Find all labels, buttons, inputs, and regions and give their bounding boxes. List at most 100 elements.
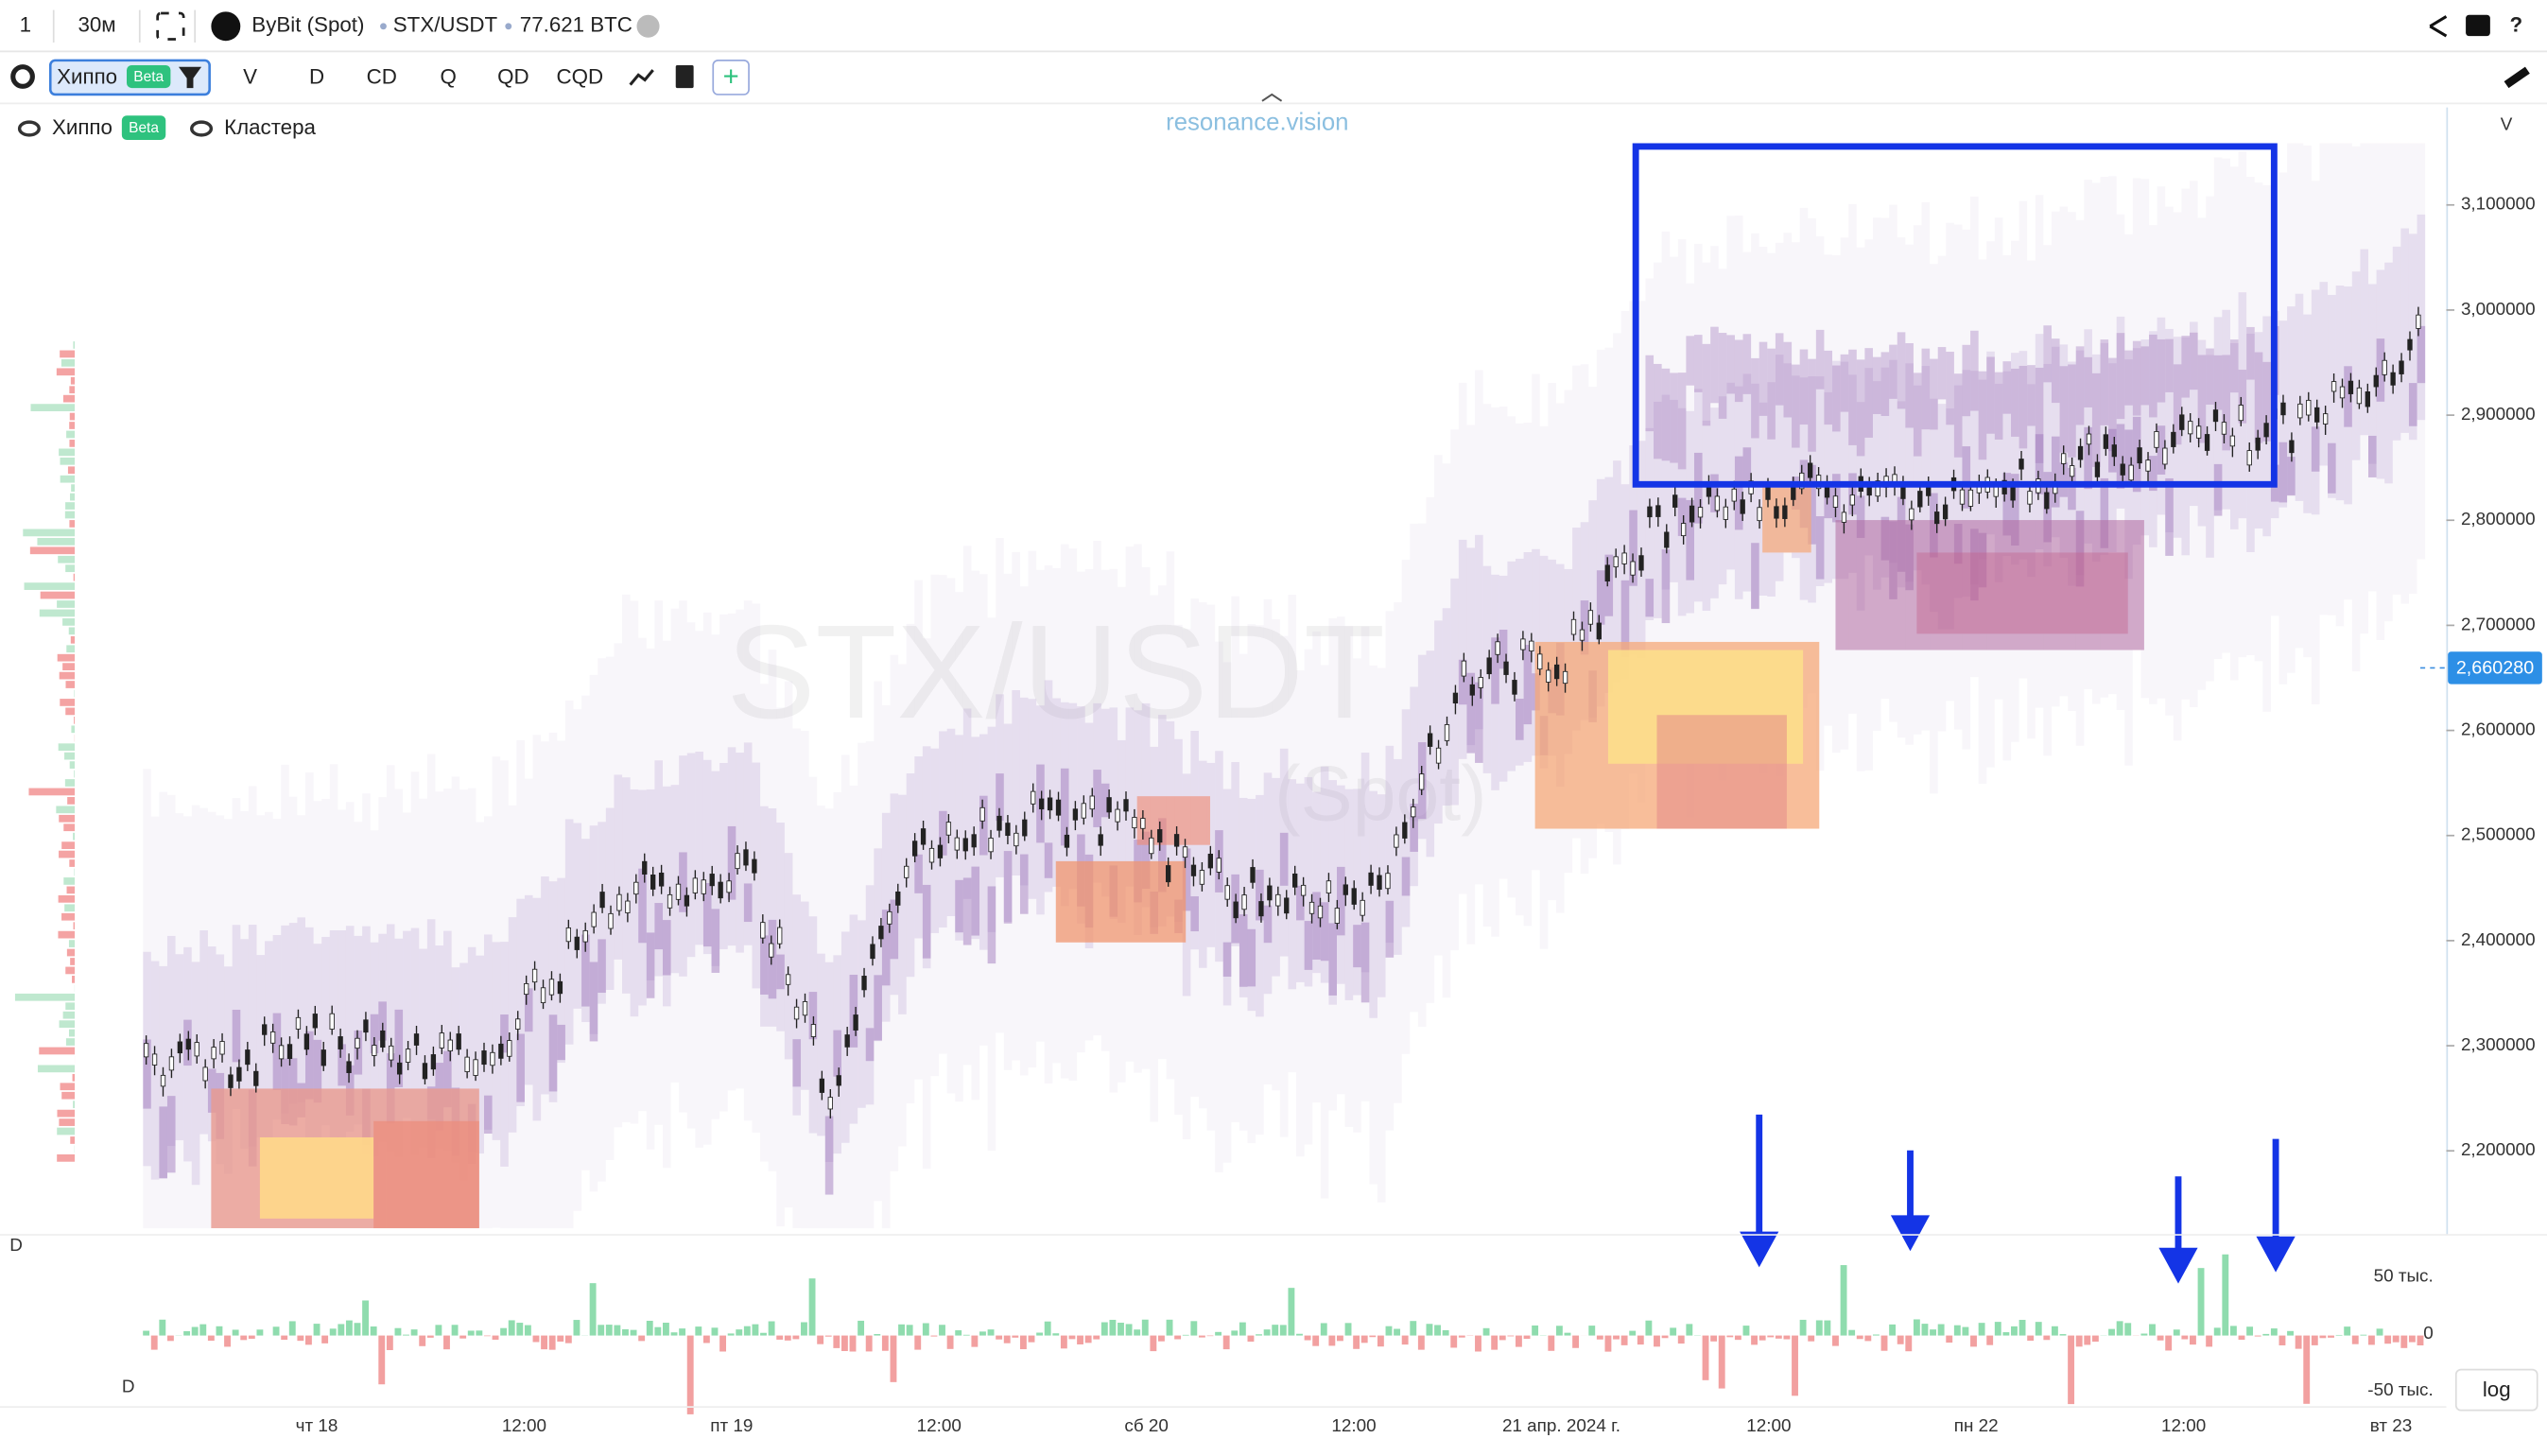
heat-band [865, 885, 875, 1105]
brand: resonance.vision [1166, 110, 1348, 136]
heat-band [1905, 363, 1914, 582]
time-tick-label: 12:00 [1331, 1416, 1376, 1436]
heat-band [2068, 364, 2076, 458]
candle-body [228, 1074, 234, 1088]
heat-band [1190, 598, 1199, 1098]
heat-band [1247, 624, 1256, 1144]
delta-bar [573, 1320, 580, 1336]
interval-count[interactable]: 1 [20, 13, 31, 37]
candle-body [1486, 657, 1492, 675]
indicator-button[interactable]: D [309, 65, 324, 89]
delta-bar [435, 1325, 442, 1336]
candle-body [1173, 834, 1180, 847]
delta-bar [2408, 1335, 2416, 1343]
heat-band [2051, 211, 2060, 707]
heat-band [2019, 200, 2028, 679]
delta-bar [922, 1323, 929, 1336]
heat-band [1734, 386, 1743, 599]
exchange[interactable]: ByBit (Spot) [251, 13, 364, 37]
delta-bar [1767, 1335, 1775, 1338]
heat-band [573, 823, 582, 1009]
heat-band [378, 1001, 387, 1041]
heat-band [394, 789, 404, 1229]
heat-band [1702, 262, 1711, 744]
delta-bar [1158, 1335, 1165, 1342]
heat-band [386, 765, 395, 1229]
heat-band [2011, 474, 2019, 546]
candle-body [2010, 486, 2016, 501]
heat-band [2344, 286, 2352, 505]
heat-band [248, 925, 257, 1147]
indicator-button[interactable]: CD [367, 65, 397, 89]
delta-bar [564, 1335, 572, 1343]
candle-body [616, 893, 622, 911]
heat-band [2100, 339, 2109, 425]
heat-band [1572, 365, 1581, 839]
heat-band [1734, 456, 1743, 530]
price-axis-label: V [2501, 115, 2513, 135]
heat-band [1401, 857, 1411, 896]
candle-body [1216, 858, 1222, 873]
timeframe[interactable]: 30м [78, 13, 115, 37]
heat-band [1808, 375, 1816, 603]
visibility-icon[interactable] [17, 120, 41, 137]
heat-band [1515, 423, 1524, 916]
candle-body [2154, 431, 2159, 448]
visibility-icon[interactable] [190, 120, 214, 137]
indicator-button[interactable]: CQD [557, 65, 604, 89]
heat-band [1360, 626, 1370, 1101]
video-icon[interactable] [2466, 14, 2490, 37]
heat-band [338, 809, 346, 1229]
heat-band [1815, 235, 1825, 771]
heat-band [1686, 283, 1694, 818]
candle-body [329, 1013, 335, 1030]
heat-band [1824, 350, 1833, 425]
heat-band [2149, 456, 2157, 492]
candle-body [920, 828, 927, 845]
heat-band [2173, 364, 2182, 445]
add-button[interactable] [712, 59, 750, 95]
filter-icon[interactable] [178, 66, 202, 89]
delta-bar [2262, 1333, 2270, 1336]
symbol[interactable]: STX/USDT [393, 13, 498, 37]
line-tool-icon[interactable] [629, 69, 654, 86]
heat-band [297, 917, 306, 1103]
indicator-button[interactable]: V [243, 65, 257, 89]
candle-body [1055, 799, 1062, 816]
delta-bar [1946, 1335, 1953, 1343]
heat-band [727, 613, 736, 1091]
heat-band [370, 830, 379, 1229]
log-button[interactable] [2454, 1368, 2538, 1412]
delta-bar [541, 1335, 548, 1350]
heat-band [1328, 780, 1338, 1005]
heat-band [2140, 339, 2150, 536]
settings-icon[interactable] [10, 64, 35, 89]
heat-band [403, 812, 411, 1229]
help-icon[interactable]: ? [2509, 13, 2522, 37]
ruler-icon[interactable] [2504, 66, 2530, 89]
profile-bar [60, 475, 76, 483]
indicator-button[interactable]: QD [497, 65, 528, 89]
share-icon[interactable] [2429, 15, 2448, 38]
heat-band [1677, 407, 1687, 616]
heat-band [378, 797, 387, 1229]
candle-body [447, 1039, 453, 1051]
candle-body [1529, 640, 1534, 651]
heat-band [1100, 569, 1110, 1051]
delta-bar [702, 1335, 710, 1343]
delta-bar [1353, 1335, 1360, 1349]
delta-bar [1751, 1335, 1758, 1345]
candle-body [1503, 661, 1509, 675]
candle-body [861, 976, 867, 991]
profile-bar [14, 993, 76, 1001]
add-icon: + [723, 61, 739, 92]
delta-bar [849, 1335, 857, 1352]
notes-icon[interactable] [675, 65, 694, 89]
heat-band [1279, 748, 1289, 957]
heat-band [2213, 157, 2223, 659]
delta-bar [1417, 1335, 1425, 1350]
screenshot-icon[interactable] [156, 11, 185, 41]
collapse-toggle[interactable] [1261, 93, 1283, 102]
indicator-button[interactable]: Q [441, 65, 457, 89]
